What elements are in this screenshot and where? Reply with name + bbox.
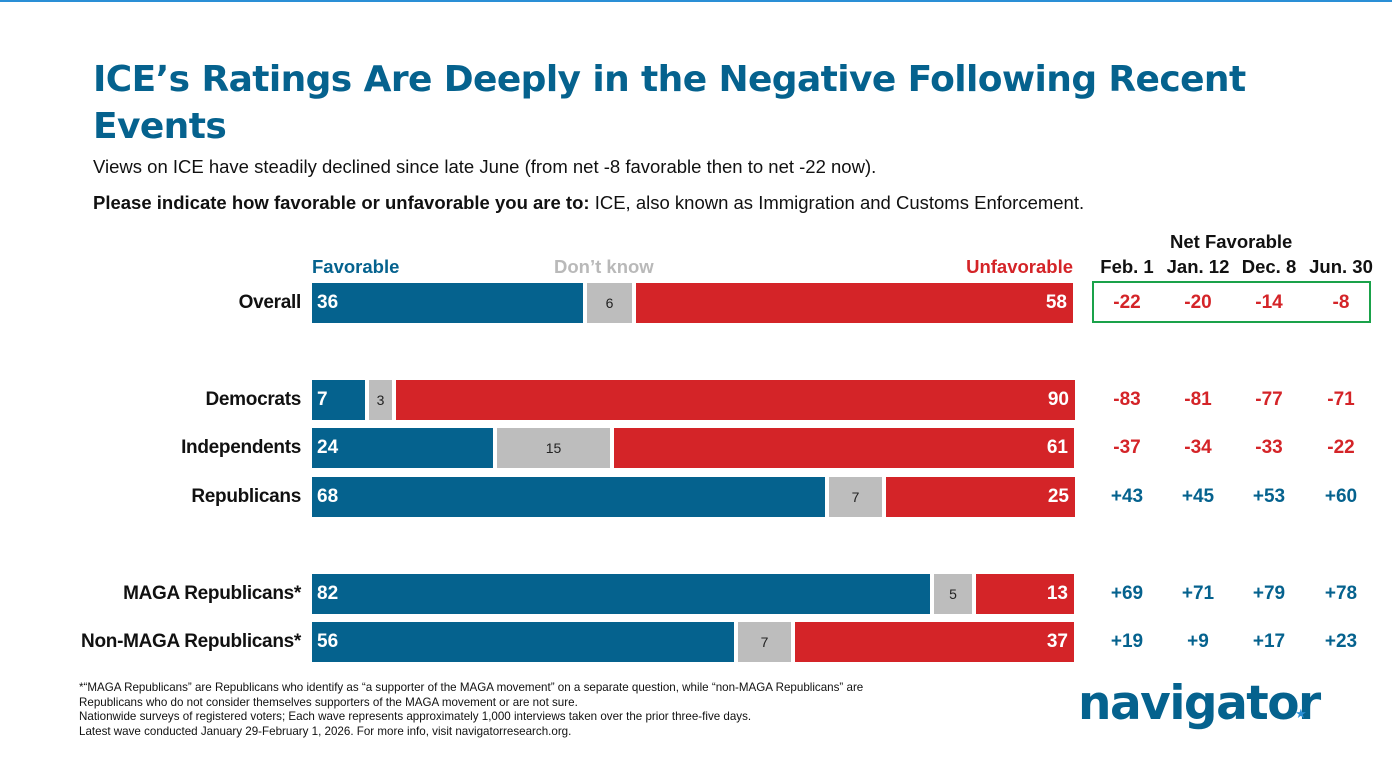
row-label-independents: Independents bbox=[181, 437, 301, 458]
net-col-header-jan12: Jan. 12 bbox=[1166, 256, 1230, 277]
bar-favorable-republicans: 68 bbox=[312, 477, 825, 517]
net-favorable-value: -33 bbox=[1255, 437, 1283, 458]
data-label-dont-know: 15 bbox=[545, 440, 562, 456]
bar-favorable-overall: 36 bbox=[312, 283, 583, 323]
net-favorable-value: -20 bbox=[1184, 292, 1212, 313]
question-prefix: Please indicate how favorable or unfavor… bbox=[93, 192, 590, 213]
data-label-dont-know: 5 bbox=[949, 586, 957, 602]
footnote-line: Republicans who do not consider themselv… bbox=[79, 695, 578, 709]
row-label-democrats: Democrats bbox=[205, 389, 301, 410]
row-label-maga-republicans: MAGA Republicans* bbox=[123, 583, 301, 604]
net-col-header-feb1: Feb. 1 bbox=[1100, 256, 1154, 277]
net-favorable-value: -81 bbox=[1184, 389, 1212, 410]
data-label-unfavorable: 58 bbox=[1045, 292, 1067, 313]
data-label-dont-know: 3 bbox=[376, 392, 385, 408]
bar-favorable-democrats: 7 bbox=[312, 380, 365, 420]
net-favorable-value: +60 bbox=[1324, 486, 1358, 507]
data-label-favorable: 24 bbox=[317, 437, 339, 458]
subtitle: Views on ICE have steadily declined sinc… bbox=[93, 156, 877, 177]
top-rule bbox=[0, 0, 1392, 2]
bar-unfavorable-non-maga-republicans: 37 bbox=[795, 622, 1074, 662]
data-label-dont-know: 7 bbox=[851, 489, 860, 505]
net-favorable-value: +71 bbox=[1181, 583, 1215, 604]
footnote-line: Latest wave conducted January 29-Februar… bbox=[79, 724, 572, 738]
row-label-overall: Overall bbox=[238, 292, 302, 313]
net-favorable-value: +45 bbox=[1181, 486, 1215, 507]
net-favorable-value: -34 bbox=[1184, 437, 1212, 458]
bar-unfavorable-democrats: 90 bbox=[396, 380, 1075, 420]
row-label-non-maga-republicans: Non-MAGA Republicans* bbox=[81, 631, 301, 652]
footnote-line: *“MAGA Republicans” are Republicans who … bbox=[79, 681, 864, 694]
bar-favorable-maga-republicans: 82 bbox=[312, 574, 930, 614]
net-favorable-value: +19 bbox=[1110, 631, 1144, 652]
bar-dont-know-maga-republicans: 5 bbox=[934, 574, 972, 614]
net-favorable-value: +69 bbox=[1110, 583, 1144, 604]
question-text: Please indicate how favorable or unfavor… bbox=[93, 192, 1084, 214]
net-favorable-value: +78 bbox=[1324, 583, 1358, 604]
data-label-unfavorable: 25 bbox=[1047, 486, 1069, 507]
data-label-dont-know: 6 bbox=[605, 295, 614, 311]
net-favorable-value: -77 bbox=[1255, 389, 1283, 410]
bar-dont-know-independents: 15 bbox=[497, 428, 610, 468]
bar-dont-know-overall: 6 bbox=[587, 283, 632, 323]
data-label-unfavorable: 61 bbox=[1046, 437, 1068, 458]
question-body: ICE, also known as Immigration and Custo… bbox=[589, 192, 1085, 213]
net-favorable-value: -71 bbox=[1327, 389, 1355, 410]
data-label-dont-know: 7 bbox=[760, 634, 769, 650]
net-col-header-dec8: Dec. 8 bbox=[1241, 256, 1297, 277]
net-favorable-value: -83 bbox=[1113, 389, 1141, 410]
navigator-logo: navigator bbox=[1078, 676, 1321, 731]
net-favorable-value: +17 bbox=[1252, 631, 1286, 652]
data-label-favorable: 56 bbox=[317, 631, 339, 652]
net-favorable-value: -22 bbox=[1327, 437, 1355, 458]
footnote: *“MAGA Republicans” are Republicans who … bbox=[79, 681, 999, 739]
net-col-header-jun30: Jun. 30 bbox=[1309, 256, 1373, 277]
net-favorable-value: -22 bbox=[1113, 292, 1141, 313]
net-favorable-value: +79 bbox=[1252, 583, 1286, 604]
bar-unfavorable-maga-republicans: 13 bbox=[976, 574, 1074, 614]
bar-favorable-independents: 24 bbox=[312, 428, 493, 468]
footnote-line: Nationwide surveys of registered voters;… bbox=[79, 710, 752, 723]
net-favorable-value: +23 bbox=[1324, 631, 1358, 652]
net-favorable-value: -37 bbox=[1113, 437, 1141, 458]
data-label-favorable: 36 bbox=[317, 292, 339, 313]
net-favorable-value: -14 bbox=[1255, 292, 1283, 313]
bar-dont-know-republicans: 7 bbox=[829, 477, 882, 517]
data-label-unfavorable: 90 bbox=[1047, 389, 1069, 410]
data-label-favorable: 7 bbox=[317, 389, 328, 410]
net-favorable-value: +9 bbox=[1187, 631, 1209, 652]
legend-unfavorable: Unfavorable bbox=[966, 256, 1073, 277]
net-favorable-value: -8 bbox=[1332, 292, 1350, 313]
data-label-favorable: 82 bbox=[317, 583, 339, 604]
data-label-unfavorable: 37 bbox=[1046, 631, 1068, 652]
bar-favorable-non-maga-republicans: 56 bbox=[312, 622, 734, 662]
net-favorable-value: +53 bbox=[1252, 486, 1286, 507]
bar-unfavorable-republicans: 25 bbox=[886, 477, 1075, 517]
net-favorable-title: Net Favorable bbox=[1170, 231, 1293, 252]
logo-star-icon: ★ bbox=[1295, 706, 1307, 721]
row-label-republicans: Republicans bbox=[191, 486, 301, 507]
legend-dont-know: Don’t know bbox=[554, 256, 654, 277]
bar-dont-know-democrats: 3 bbox=[369, 380, 392, 420]
bar-dont-know-non-maga-republicans: 7 bbox=[738, 622, 791, 662]
net-favorable-value: +43 bbox=[1110, 486, 1144, 507]
data-label-favorable: 68 bbox=[317, 486, 339, 507]
bar-unfavorable-overall: 58 bbox=[636, 283, 1073, 323]
data-label-unfavorable: 13 bbox=[1046, 583, 1068, 604]
bar-unfavorable-independents: 61 bbox=[614, 428, 1074, 468]
legend-favorable: Favorable bbox=[312, 256, 400, 277]
overall-net-highlight-box bbox=[1092, 281, 1371, 323]
page-title: ICE’s Ratings Are Deeply in the Negative… bbox=[93, 59, 1246, 147]
